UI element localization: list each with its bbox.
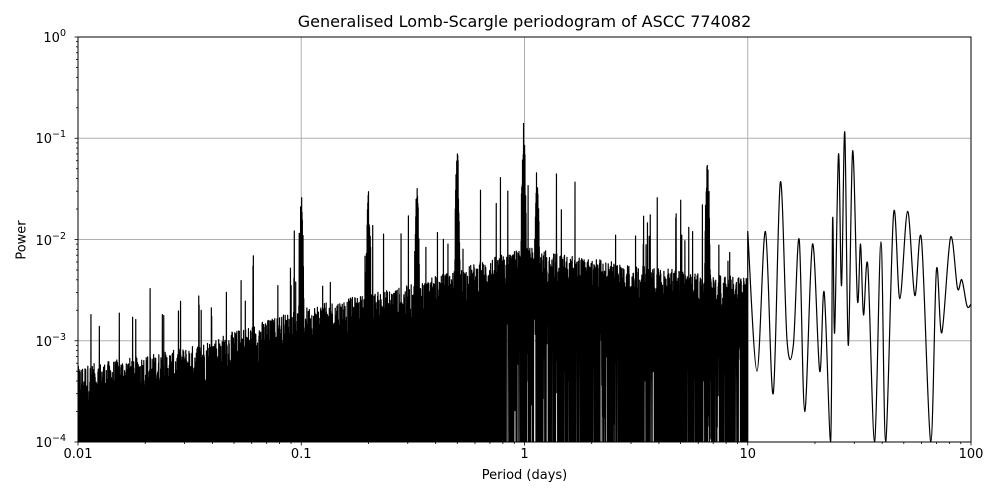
y-tick-label: 10−1 <box>35 129 66 148</box>
x-axis-label: Period (days) <box>481 468 568 483</box>
x-tick-label: 10 <box>739 447 757 462</box>
x-tick-label: 1 <box>520 447 529 462</box>
y-tick-label: 10−2 <box>35 230 66 249</box>
y-tick-label: 100 <box>43 28 66 46</box>
x-tick-label: 100 <box>958 447 984 462</box>
x-tick-label: 0.01 <box>63 447 93 462</box>
chart-title: Generalised Lomb-Scargle periodogram of … <box>297 12 752 31</box>
x-tick-label: 0.1 <box>290 447 312 462</box>
periodogram-line <box>78 122 971 442</box>
y-tick-label: 10−4 <box>35 433 66 451</box>
y-axis-label: Power <box>14 220 30 260</box>
axes-frame <box>77 36 972 443</box>
periodogram-series <box>78 122 971 442</box>
y-tick-label: 10−3 <box>35 331 66 350</box>
